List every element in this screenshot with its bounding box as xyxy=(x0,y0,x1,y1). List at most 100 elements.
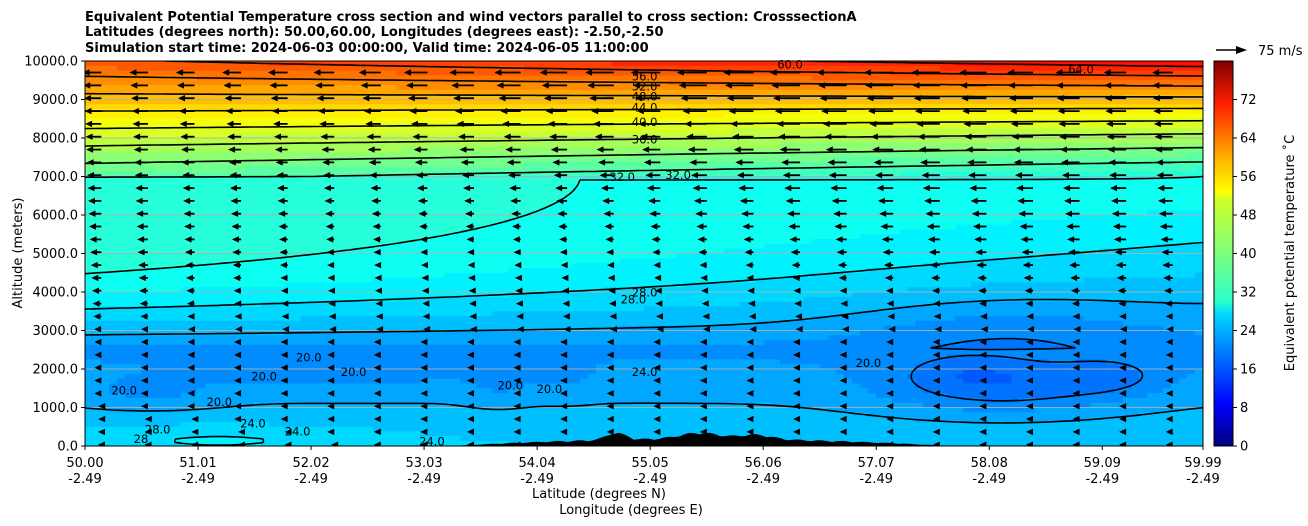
wind-vector-head xyxy=(85,69,90,76)
wind-vector-head xyxy=(980,313,988,320)
wind-vector xyxy=(373,428,381,436)
wind-vector xyxy=(793,428,801,436)
colorbar-tick-label: 40 xyxy=(1240,247,1257,262)
wind-vector xyxy=(234,377,242,384)
wind-vector xyxy=(886,364,894,371)
wind-vector xyxy=(420,351,428,359)
wind-vector-head xyxy=(735,159,743,166)
wind-vector-head xyxy=(630,69,638,76)
wind-vector xyxy=(280,364,288,371)
wind-vector xyxy=(932,390,940,397)
wind-vector-head xyxy=(931,274,939,282)
wind-vector-head xyxy=(419,236,427,243)
wind-vector-head xyxy=(1071,300,1079,307)
wind-vector xyxy=(373,390,381,397)
wind-vector-head xyxy=(977,274,985,282)
wind-vector-head xyxy=(563,326,571,333)
wind-vector-head xyxy=(191,428,199,436)
wind-vector xyxy=(746,415,754,423)
wind-vector-head xyxy=(1062,172,1069,179)
wind-vector xyxy=(1025,351,1033,359)
wind-vector-head xyxy=(324,197,332,205)
wind-vector xyxy=(979,364,987,371)
wind-vector-head xyxy=(776,120,784,128)
wind-vector-head xyxy=(819,95,827,102)
wind-vector xyxy=(932,364,940,371)
wind-vector-head xyxy=(702,313,710,320)
wind-vector xyxy=(280,338,288,346)
wind-vector-head xyxy=(238,428,245,436)
wind-vector-head xyxy=(744,249,752,256)
wind-vector-head xyxy=(233,287,241,294)
wind-vector-head xyxy=(367,146,375,153)
wind-vector-head xyxy=(137,236,145,243)
wind-vector-head xyxy=(1008,95,1016,102)
wind-vector xyxy=(839,428,847,436)
wind-vector-head xyxy=(831,197,839,205)
wind-vector xyxy=(839,377,847,384)
wind-vector-head xyxy=(515,300,523,307)
wind-vector-head xyxy=(368,159,376,166)
wind-vector-head xyxy=(175,69,183,76)
wind-vector-head xyxy=(724,82,732,89)
wind-vector-head xyxy=(136,223,144,230)
wind-vector-head xyxy=(512,236,520,243)
wind-vector xyxy=(606,377,614,384)
wind-vector-head xyxy=(556,197,564,205)
wind-vector-head xyxy=(1152,82,1160,89)
wind-vector-head xyxy=(656,313,663,320)
wind-vector-head xyxy=(968,172,976,179)
wind-vector xyxy=(140,403,148,410)
wind-vector-head xyxy=(1119,313,1127,320)
wind-vector-head xyxy=(739,197,747,205)
wind-vector-head xyxy=(233,274,241,282)
wind-vector xyxy=(606,415,614,423)
wind-vector-head xyxy=(640,133,648,140)
wind-vector-head xyxy=(451,82,459,89)
wind-vector-head xyxy=(97,441,105,446)
wind-vector-head xyxy=(133,133,141,140)
contour-label: 44.0 xyxy=(632,101,658,115)
wind-vector xyxy=(1025,415,1033,423)
wind-vector-head xyxy=(598,159,606,166)
x-axis-ticks: 50.00-2.4951.01-2.4952.02-2.4953.03-2.49… xyxy=(66,446,1222,487)
wind-vector-head xyxy=(585,69,593,76)
wind-vector-head xyxy=(842,326,849,333)
wind-vector xyxy=(280,390,288,397)
wind-vector-head xyxy=(1161,249,1169,256)
wind-vector-head xyxy=(279,236,287,243)
wind-vector xyxy=(746,351,754,359)
wind-vector-head xyxy=(828,172,836,179)
wind-vector-head xyxy=(130,82,138,89)
wind-vector-head xyxy=(591,107,599,115)
wind-vector-head xyxy=(1072,313,1080,320)
wind-vector-head xyxy=(609,313,617,320)
wind-vector xyxy=(699,428,707,436)
wind-vector-head xyxy=(880,223,888,230)
wind-vector-head xyxy=(322,159,330,166)
wind-vector-head xyxy=(545,107,553,115)
wind-vector-head xyxy=(230,184,237,192)
wind-vector xyxy=(513,428,521,436)
x-tick-label-longitude: -2.49 xyxy=(633,472,667,487)
wind-vector-head xyxy=(1058,120,1066,128)
wind-vector-head xyxy=(784,184,792,192)
wind-vector-head xyxy=(839,287,847,294)
wind-vector xyxy=(653,377,661,384)
wind-vector-head xyxy=(178,107,186,115)
wind-vector-head xyxy=(459,146,467,153)
wind-vector-head xyxy=(933,313,941,320)
wind-vector xyxy=(932,338,940,346)
wind-vector-head xyxy=(1116,274,1124,282)
wind-vector xyxy=(653,403,661,410)
wind-vector-head xyxy=(700,274,708,282)
plot-area xyxy=(85,61,1203,446)
y-axis-label: Altitude (meters) xyxy=(11,198,26,309)
wind-vector-head xyxy=(789,236,797,243)
wind-vector-head xyxy=(971,210,979,217)
wind-vector-head xyxy=(407,95,415,102)
wind-vector-head xyxy=(133,146,141,153)
wind-vector xyxy=(1072,415,1080,423)
wind-vector xyxy=(1025,377,1033,384)
wind-vector-head xyxy=(587,82,595,89)
